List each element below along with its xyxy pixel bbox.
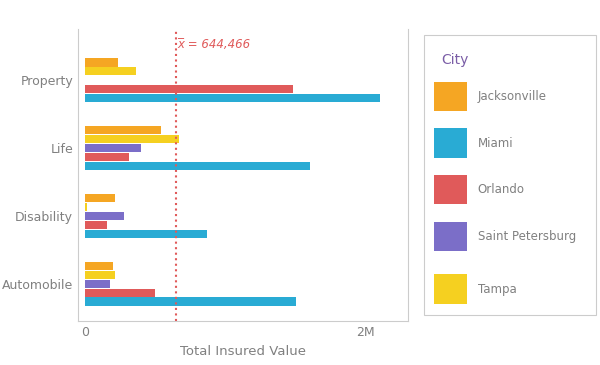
Bar xyxy=(85,126,161,134)
Bar xyxy=(85,203,87,211)
X-axis label: Total Insured Value: Total Insured Value xyxy=(180,345,306,358)
Bar xyxy=(85,85,293,93)
Bar xyxy=(85,289,155,297)
Text: x̅ = 644,466: x̅ = 644,466 xyxy=(178,38,251,51)
Bar xyxy=(85,262,113,270)
Bar xyxy=(85,67,136,75)
Text: Orlando: Orlando xyxy=(478,183,524,196)
Bar xyxy=(85,194,115,202)
Bar xyxy=(85,271,115,279)
Text: City: City xyxy=(442,53,469,66)
Text: Jacksonville: Jacksonville xyxy=(478,90,547,103)
Bar xyxy=(85,297,296,306)
FancyBboxPatch shape xyxy=(424,35,596,315)
Bar xyxy=(85,153,128,161)
FancyBboxPatch shape xyxy=(434,175,467,204)
Bar xyxy=(85,94,380,102)
Bar xyxy=(85,280,110,288)
Text: Miami: Miami xyxy=(478,137,513,150)
Bar xyxy=(85,162,310,170)
Bar xyxy=(85,135,179,143)
Bar xyxy=(85,58,118,66)
Bar xyxy=(85,212,124,220)
Text: Saint Petersburg: Saint Petersburg xyxy=(478,230,576,243)
FancyBboxPatch shape xyxy=(434,128,467,158)
Bar xyxy=(85,230,207,238)
Bar xyxy=(85,221,107,229)
FancyBboxPatch shape xyxy=(434,222,467,251)
Text: Tampa: Tampa xyxy=(478,283,517,296)
FancyBboxPatch shape xyxy=(434,82,467,111)
Bar xyxy=(85,144,141,152)
FancyBboxPatch shape xyxy=(434,274,467,304)
